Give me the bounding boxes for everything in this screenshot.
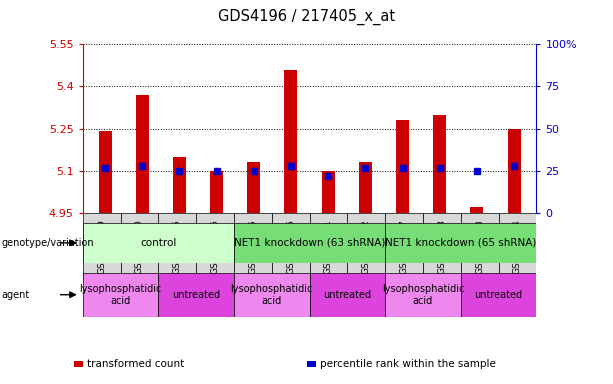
Text: GSM646074: GSM646074 [513,219,522,274]
Bar [385,213,423,280]
Bar [83,213,121,280]
Text: GDS4196 / 217405_x_at: GDS4196 / 217405_x_at [218,9,395,25]
Bar [322,171,335,213]
Text: transformed count: transformed count [87,359,185,369]
Bar [272,213,310,280]
Text: untreated: untreated [323,290,371,300]
Bar [470,207,484,213]
Bar [359,162,372,213]
Text: agent: agent [1,290,29,300]
Bar [423,213,461,280]
Text: percentile rank within the sample: percentile rank within the sample [320,359,496,369]
Text: lysophosphatidic
acid: lysophosphatidic acid [230,284,313,306]
Bar [348,213,385,280]
Text: untreated: untreated [474,290,523,300]
Text: NET1 knockdown (65 shRNA): NET1 knockdown (65 shRNA) [385,238,536,248]
Bar [396,120,409,213]
Bar [234,273,310,317]
Bar [83,273,158,317]
Bar [83,223,234,263]
Text: GSM646069: GSM646069 [97,219,106,274]
Text: GSM646073: GSM646073 [475,219,484,274]
Bar [433,114,446,213]
Text: genotype/variation: genotype/variation [1,238,94,248]
Bar [498,213,536,280]
Bar [385,223,536,263]
Text: control: control [140,238,177,248]
Bar [461,273,536,317]
Bar [385,273,461,317]
Text: untreated: untreated [172,290,220,300]
Bar [284,70,297,213]
Text: GSM646075: GSM646075 [173,219,182,274]
Text: GSM646068: GSM646068 [437,219,446,274]
Bar [310,213,348,280]
Text: GSM646071: GSM646071 [324,219,333,274]
Bar [158,273,234,317]
Text: GSM646066: GSM646066 [286,219,295,274]
Text: GSM646076: GSM646076 [210,219,219,274]
Bar [234,223,385,263]
Text: GSM646070: GSM646070 [135,219,144,274]
Bar [99,131,112,213]
Bar [135,95,149,213]
Bar [247,162,261,213]
Bar [196,213,234,280]
Bar [508,129,520,213]
Bar [310,273,385,317]
Text: GSM646072: GSM646072 [362,219,371,274]
Text: GSM646067: GSM646067 [400,219,409,274]
Bar [210,171,223,213]
Text: GSM646065: GSM646065 [248,219,257,274]
Text: NET1 knockdown (63 shRNA): NET1 knockdown (63 shRNA) [234,238,385,248]
Bar [461,213,498,280]
Bar [158,213,196,280]
Text: lysophosphatidic
acid: lysophosphatidic acid [79,284,162,306]
Bar [173,157,186,213]
Text: lysophosphatidic
acid: lysophosphatidic acid [382,284,464,306]
Bar [234,213,272,280]
Bar [121,213,158,280]
